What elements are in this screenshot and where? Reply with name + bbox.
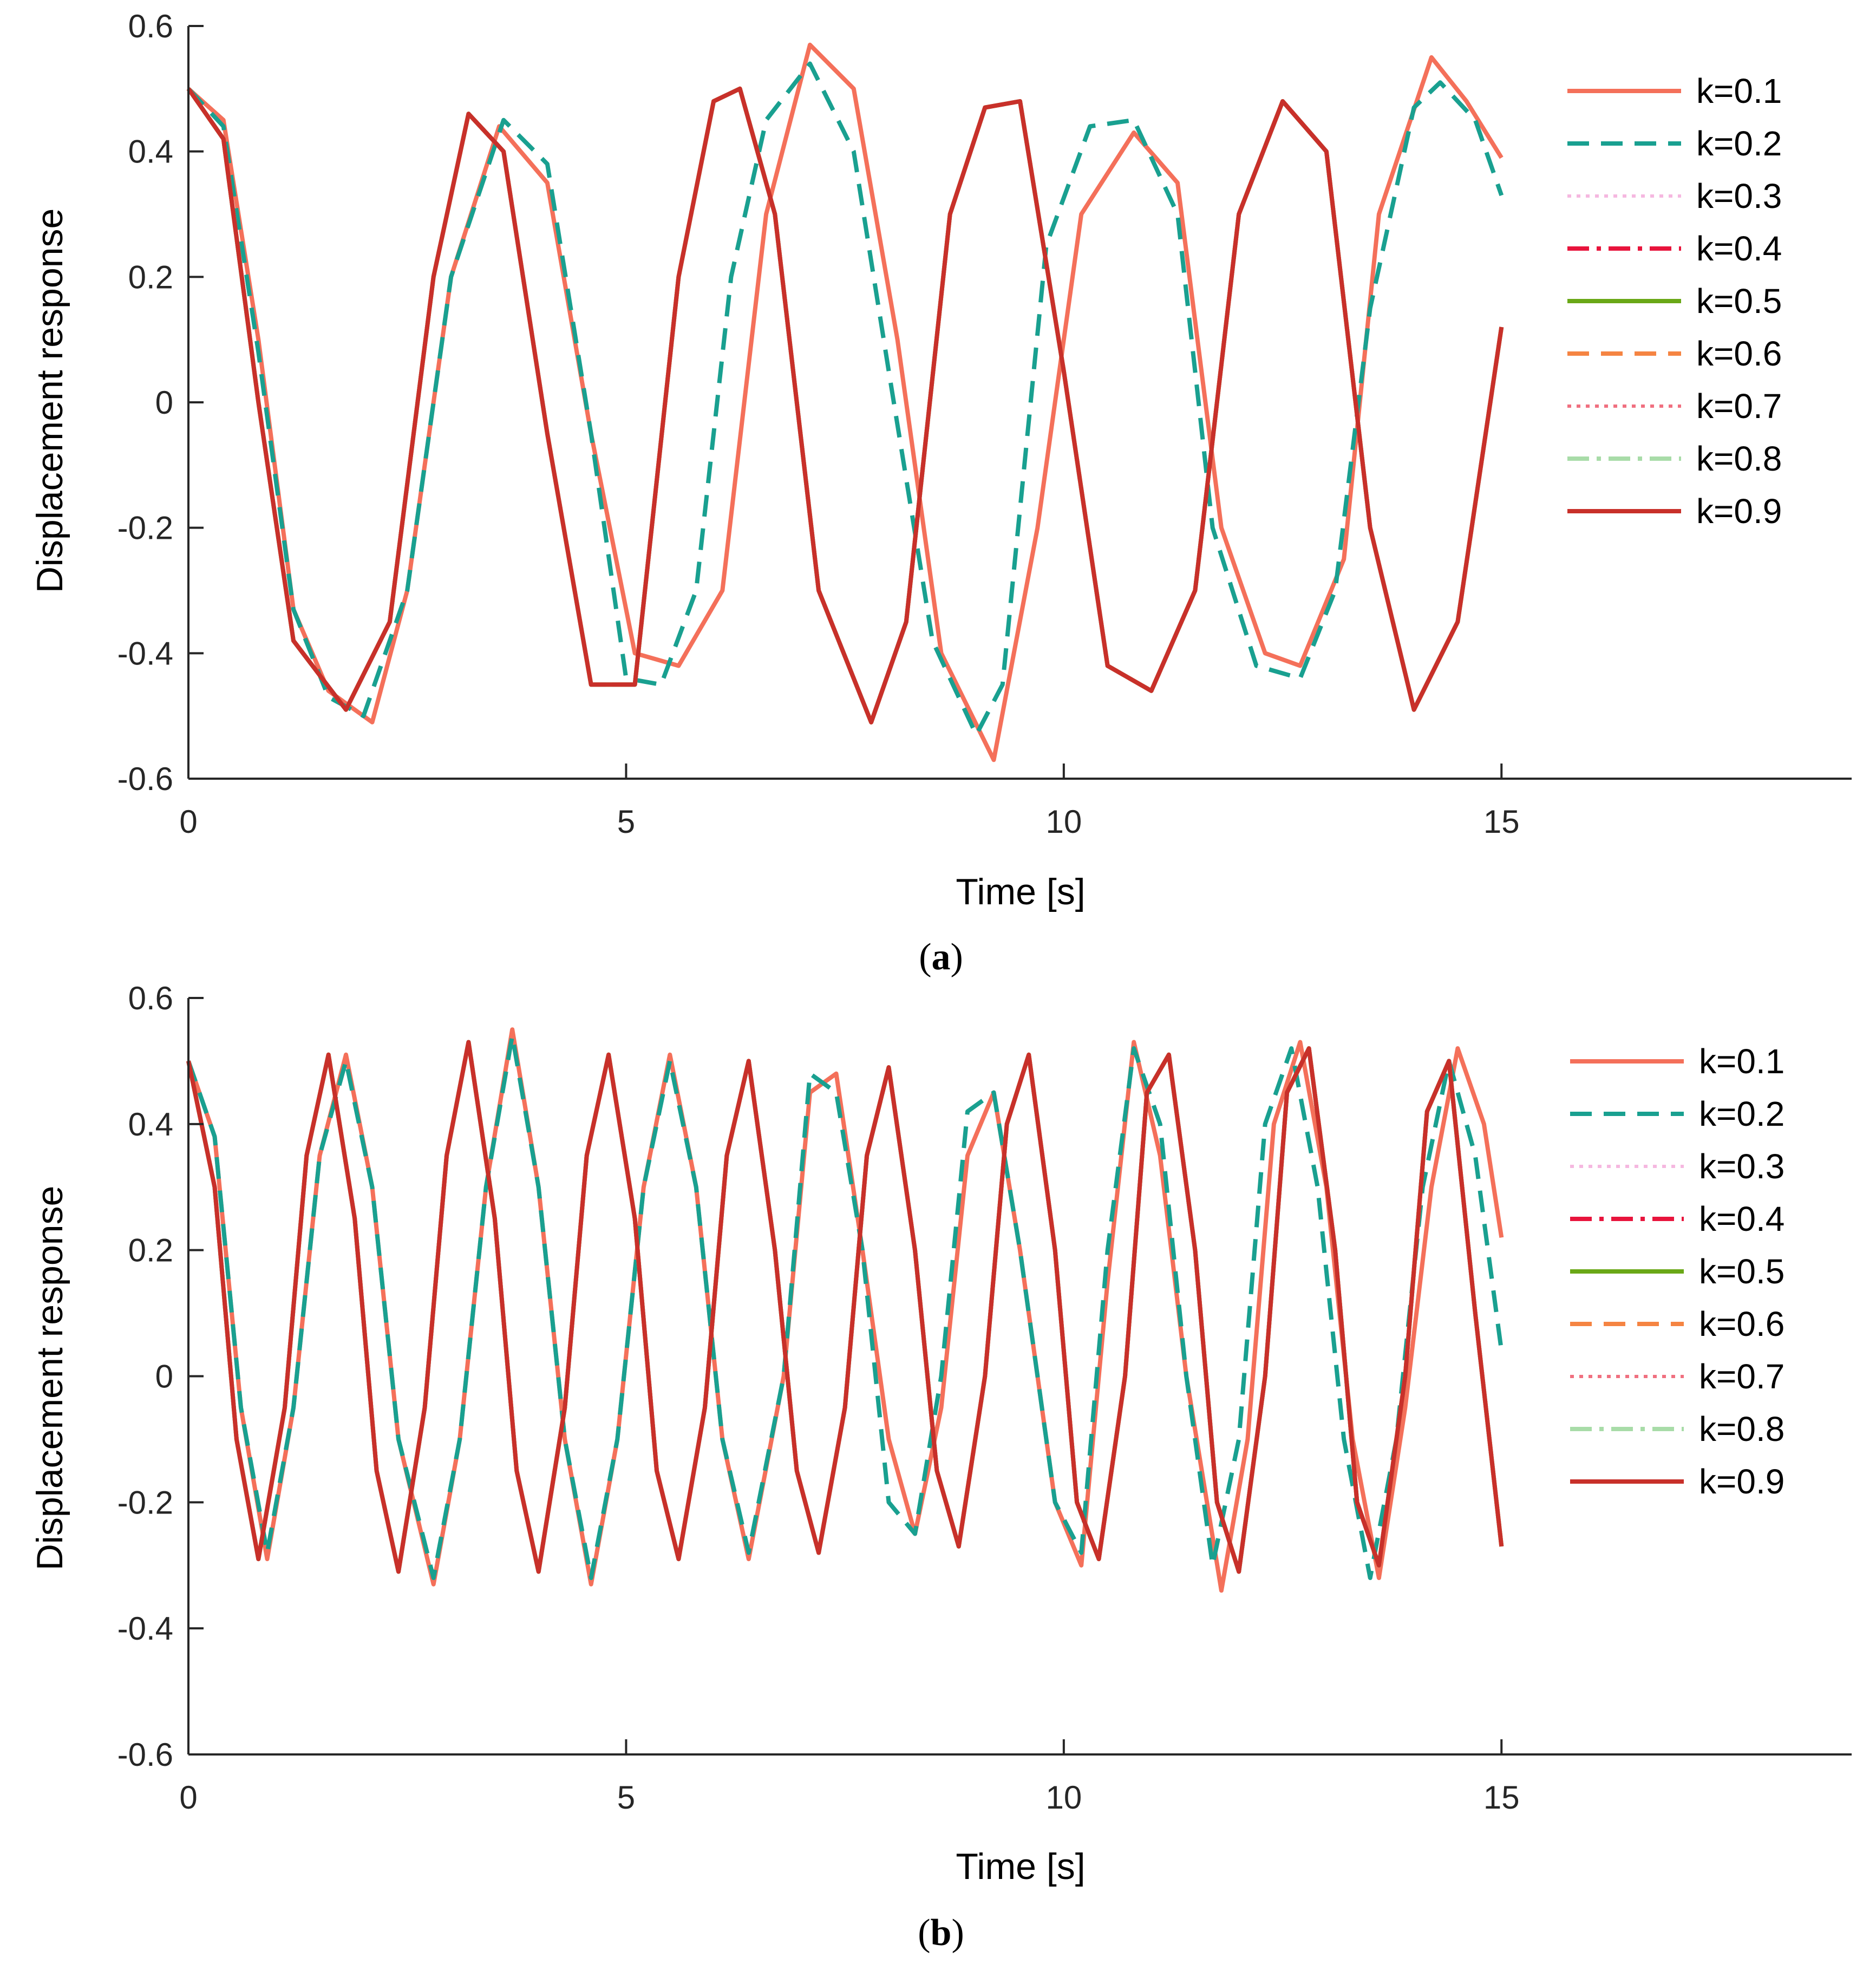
x-tick-label: 10 <box>1045 804 1082 840</box>
legend-label: k=0.8 <box>1699 1410 1785 1448</box>
legend-label: k=0.7 <box>1699 1357 1785 1396</box>
y-tick-label: 0 <box>155 384 173 421</box>
x-tick-label: 10 <box>1045 1779 1082 1816</box>
panel-a-lines <box>186 42 1504 762</box>
legend-label: k=0.3 <box>1699 1147 1785 1186</box>
x-tick-label: 15 <box>1483 1779 1520 1816</box>
panel-b-ticks: 0 5 10 15 -0.6 -0.4 -0.2 0 0.2 0.4 0.6 <box>117 980 1520 1816</box>
panel-a-ylabel: Displacement response <box>29 208 70 593</box>
y-tick-label: -0.2 <box>117 510 173 546</box>
legend-label: k=0.2 <box>1699 1094 1785 1133</box>
panel-a-axes <box>187 26 1852 780</box>
series-line-k-0-1 <box>186 1027 1504 1593</box>
panel-a-xlabel: Time [s] <box>956 871 1085 912</box>
legend-label: k=0.9 <box>1696 492 1782 531</box>
panel-b-caption-letter: b <box>931 1912 952 1954</box>
legend-label: k=0.3 <box>1696 177 1782 216</box>
legend-label: k=0.4 <box>1699 1199 1785 1238</box>
y-tick-label: 0.2 <box>128 259 173 295</box>
panel-a-caption-letter: a <box>932 936 951 978</box>
legend-label: k=0.5 <box>1696 282 1782 321</box>
legend-label: k=0.1 <box>1696 71 1782 110</box>
y-tick-label: 0.6 <box>128 980 173 1016</box>
legend-label: k=0.6 <box>1699 1304 1785 1343</box>
panel-a-ticks: 0 5 10 15 -0.6 -0.4 -0.2 0 0.2 0.4 0.6 <box>117 8 1520 840</box>
y-tick-label: -0.6 <box>117 761 173 797</box>
x-tick-label: 5 <box>617 804 635 840</box>
y-tick-label: -0.6 <box>117 1737 173 1773</box>
y-tick-label: -0.2 <box>117 1484 173 1521</box>
legend-label: k=0.7 <box>1696 387 1782 426</box>
legend-label: k=0.4 <box>1696 229 1782 268</box>
y-tick-label: 0.4 <box>128 1106 173 1143</box>
x-tick-label: 0 <box>179 1779 197 1816</box>
panel-b-lines <box>186 1027 1504 1593</box>
panel-a-legend: k=0.1 k=0.2 k=0.3 k=0.4 k=0.5 k=0.6 k=0.7 k=0.8… <box>1567 71 1782 531</box>
y-tick-label: 0.6 <box>128 8 173 44</box>
panel-b: 0 5 10 15 -0.6 -0.4 -0.2 0 0.2 0.4 0.6 Time [s] Di… <box>29 980 1852 1954</box>
y-tick-label: 0.4 <box>128 134 173 170</box>
y-tick-label: 0.2 <box>128 1232 173 1269</box>
legend-label: k=0.5 <box>1699 1252 1785 1291</box>
panel-a-caption: (a) <box>919 936 963 978</box>
series-line-k-0-9 <box>186 1040 1504 1574</box>
x-tick-label: 5 <box>617 1779 635 1816</box>
legend-label: k=0.8 <box>1696 439 1782 478</box>
panel-b-axes <box>187 998 1852 1756</box>
panel-b-ylabel: Displacement response <box>29 1186 70 1571</box>
panel-b-xlabel: Time [s] <box>956 1846 1085 1887</box>
x-tick-label: 0 <box>179 804 197 840</box>
legend-label: k=0.1 <box>1699 1042 1785 1081</box>
legend-label: k=0.2 <box>1696 124 1782 163</box>
series-line-k-0-9 <box>186 86 1504 725</box>
y-tick-label: -0.4 <box>117 635 173 671</box>
panel-b-legend: k=0.1 k=0.2 k=0.3 k=0.4 k=0.5 k=0.6 k=0.7 k=0.8… <box>1570 1042 1785 1501</box>
series-line-k-0-1 <box>187 42 1504 762</box>
legend-label: k=0.9 <box>1699 1462 1785 1501</box>
x-tick-label: 15 <box>1483 804 1520 840</box>
series-line-k-0-2 <box>186 1033 1504 1580</box>
y-tick-label: 0 <box>155 1359 173 1395</box>
panel-a: 0 5 10 15 -0.6 -0.4 -0.2 0 0.2 0.4 0.6 Time [s] Di… <box>29 8 1852 978</box>
y-tick-label: -0.4 <box>117 1610 173 1647</box>
legend-label: k=0.6 <box>1696 334 1782 373</box>
panel-b-caption: (b) <box>918 1912 964 1954</box>
series-line-k-0-2 <box>187 61 1504 737</box>
